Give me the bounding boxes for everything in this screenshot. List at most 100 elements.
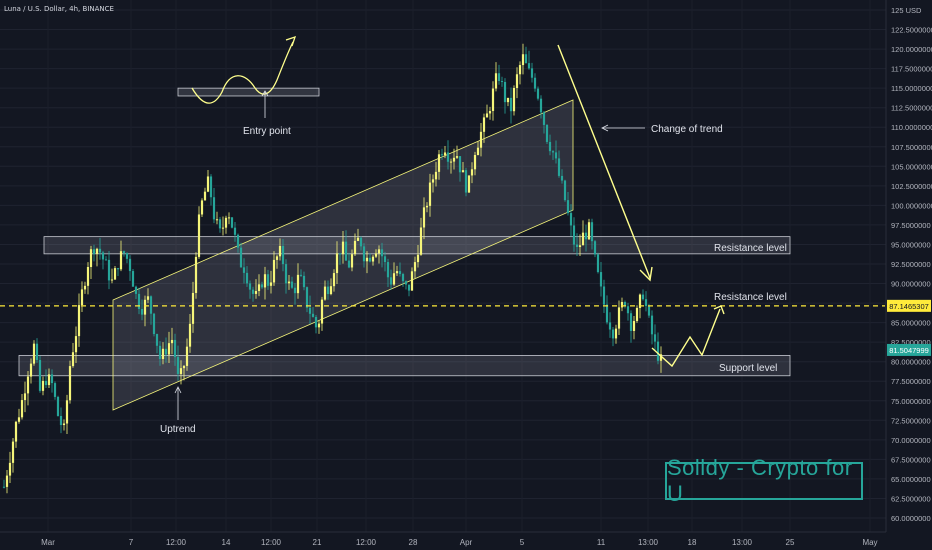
candle-body: [296, 274, 300, 294]
candle-body: [359, 237, 363, 247]
price-badge-label: 87.1465307: [889, 302, 929, 311]
candle-body: [191, 292, 195, 324]
candle-body: [284, 264, 288, 284]
candle-body: [545, 124, 549, 142]
candle-body: [305, 287, 309, 308]
candle-body: [656, 341, 660, 361]
candle-body: [125, 253, 129, 259]
candle-body: [212, 197, 216, 220]
price-tick-label: 77.5000000: [891, 377, 931, 386]
candle-body: [35, 343, 39, 360]
price-tick-label: 92.5000000: [891, 260, 931, 269]
candle-body: [167, 343, 171, 355]
candle-body: [551, 151, 555, 153]
candle-body: [299, 274, 303, 276]
entry-curve[interactable]: [191, 41, 294, 104]
entry-pointer-head: [261, 90, 269, 97]
resistance-zone[interactable]: [43, 236, 791, 255]
candle-body: [620, 301, 624, 308]
candle-body: [578, 245, 582, 247]
candle-body: [374, 253, 378, 257]
candle-body: [512, 87, 516, 112]
candle-body: [20, 400, 24, 418]
candle-body: [548, 141, 552, 152]
candle-body: [446, 152, 450, 162]
time-tick-label: 5: [520, 538, 525, 547]
projection-path[interactable]: [651, 308, 721, 368]
price-tick-label: 90.0000000: [891, 280, 931, 289]
candle-body: [71, 352, 75, 367]
candle-body: [254, 291, 258, 294]
change-of-trend-pointer-head: [601, 124, 609, 132]
candle-body: [479, 131, 483, 148]
candle-body: [98, 248, 102, 253]
candle-body: [14, 421, 18, 442]
candle-body: [572, 225, 576, 245]
time-tick-label: 25: [786, 538, 795, 547]
entry-arrowhead: [285, 35, 297, 47]
time-tick-label: 12:00: [261, 538, 282, 547]
candle-body: [215, 219, 219, 221]
candle-body: [251, 289, 255, 294]
price-tick-label: 100.0000000: [891, 201, 932, 210]
candle-body: [263, 274, 267, 288]
candle-body: [278, 245, 282, 257]
candle-body: [170, 339, 174, 344]
candle-body: [527, 63, 531, 69]
price-badge: [887, 299, 931, 312]
entry-zone[interactable]: [177, 87, 320, 97]
candle-body: [134, 286, 138, 294]
trend-change-arrow[interactable]: [557, 44, 651, 279]
candle-body: [470, 169, 474, 176]
price-scale[interactable]: 125 USD 122.5000000 120.0000000 117.5000000…: [891, 6, 932, 523]
candle-body: [560, 175, 564, 181]
candle-body: [365, 257, 369, 262]
candle-body: [242, 267, 246, 273]
candle-body: [368, 257, 372, 262]
candle-body: [515, 74, 519, 88]
candle-body: [557, 158, 561, 176]
brand-watermark: Solldy - Crypto for U: [665, 455, 863, 506]
candle-body: [392, 273, 396, 285]
candle-body: [590, 222, 594, 242]
candle-body: [476, 147, 480, 156]
candle-body: [653, 334, 657, 342]
price-tick-label: 117.5000000: [891, 65, 932, 74]
candle-body: [233, 227, 237, 235]
candle-body: [17, 417, 21, 422]
candle-body: [200, 200, 204, 215]
candle-body: [356, 237, 360, 241]
candle-body: [227, 217, 231, 219]
candle-body: [362, 246, 366, 262]
candle-body: [146, 296, 150, 300]
resistance-level-label: Resistance level: [714, 243, 787, 254]
candle-body: [350, 254, 354, 268]
support-zone[interactable]: [18, 355, 791, 377]
candle-body: [77, 305, 81, 337]
candle-body: [659, 354, 663, 361]
time-scale[interactable]: Mar 7 12:00 14 12:00 21 12:00 28 Apr 5 11 13:00 18 13…: [41, 538, 877, 547]
time-tick-label: 13:00: [638, 538, 659, 547]
price-tick-label: 75.0000000: [891, 397, 931, 406]
price-badges: 87.1465307 81.5047999: [887, 299, 931, 356]
candle-body: [38, 359, 42, 391]
candle-body: [440, 154, 444, 156]
time-tick-label: May: [862, 538, 877, 547]
candle-body: [314, 316, 318, 328]
price-tick-label: 70.0000000: [891, 436, 931, 445]
candle-body: [74, 336, 78, 353]
candle-body: [230, 217, 234, 228]
candle-body: [497, 73, 501, 81]
candle-body: [539, 98, 543, 113]
change-of-trend-label: Change of trend: [651, 124, 723, 135]
candle-body: [50, 374, 54, 384]
price-tick-label: 95.0000000: [891, 240, 931, 249]
candle-body: [248, 283, 252, 290]
price-tick-label: 107.5000000: [891, 143, 932, 152]
candle-body: [518, 65, 522, 75]
candle-body: [641, 294, 645, 300]
candle-body: [107, 259, 111, 281]
price-badge: [887, 343, 931, 356]
candle-body: [137, 293, 141, 309]
candle-body: [155, 334, 159, 346]
